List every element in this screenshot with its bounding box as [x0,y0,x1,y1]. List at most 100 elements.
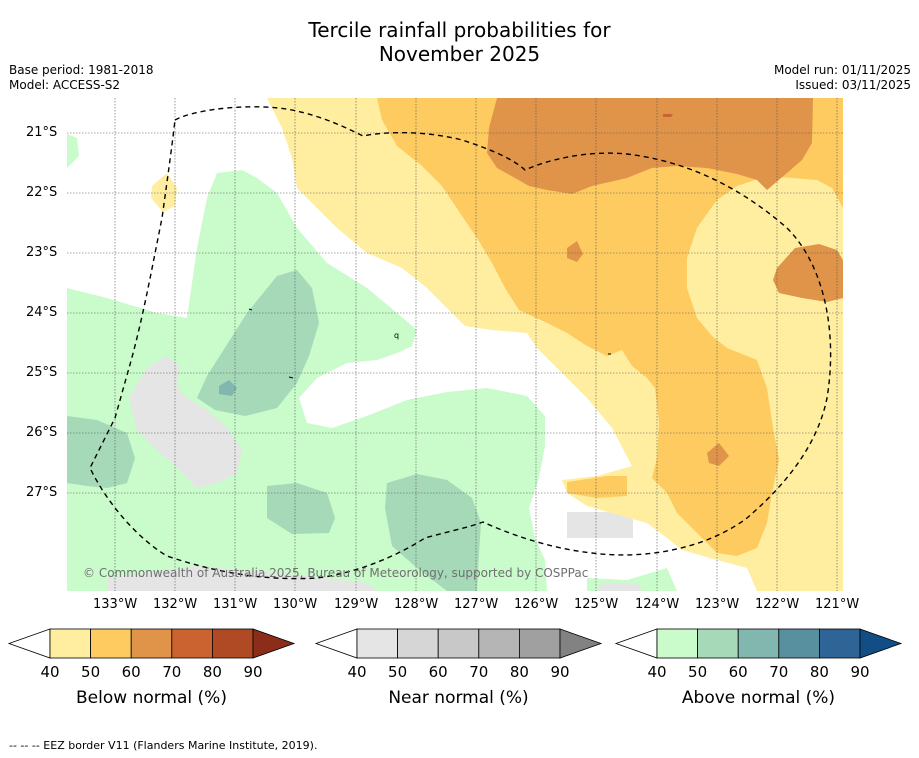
issued-date: Issued: 03/11/2025 [795,78,911,92]
lon-label: 129°W [334,597,379,612]
colorbar-segment [737,628,780,659]
contour-tick [288,376,294,379]
lon-label: 121°W [815,597,860,612]
colorbar-tick-label: 50 [688,663,707,681]
colorbar-title: Below normal (%) [76,688,227,708]
colorbar-segment [90,628,132,659]
lon-label: 132°W [153,597,198,612]
model-run: Model run: 01/11/2025 [773,63,911,77]
base-period: Base period: 1981-2018 [9,63,154,77]
colorbar-title: Above normal (%) [682,688,835,708]
meta-left: Base period: 1981-2018 Model: ACCESS-S2 [9,63,154,93]
colorbar-segment [130,628,173,659]
lon-label: 126°W [514,597,559,612]
lon-label: 133°W [93,597,138,612]
colorbar-tick-label: 60 [729,663,748,681]
colorbar-segment [819,628,861,659]
colorbar-tick-label: 90 [850,663,869,681]
contour-tick [248,308,253,311]
colorbar-segment [171,628,213,659]
rainfall-map: q © Commonwealth of Australia 2025, Bure… [67,98,843,591]
colorbar-segment [778,628,820,659]
lat-label: 21°S [26,125,58,140]
lat-label: 26°S [26,425,58,440]
below-normal-60-region [487,98,813,194]
above-normal-60-region [219,380,237,396]
colorbar-legend: 40 50 60 70 80 90 Below normal (%) 40 50 60 70 80 9… [7,628,903,708]
below-normal-70-region [663,114,673,117]
colorbar-segment [478,628,520,659]
near-normal-40-region [567,512,633,538]
colorbar-tick-label: 40 [40,663,59,681]
colorbar-tick-label: 80 [203,663,222,681]
colorbar-tick-label: 50 [81,663,100,681]
above-normal-50-region [385,474,481,591]
lon-label: 125°W [574,597,619,612]
colorbar-tick-label: 70 [469,663,488,681]
colorbar-above-normal: 40 50 60 70 80 90 Above normal (%) [614,628,903,708]
graticule [67,98,843,591]
above-normal-50-region [267,483,335,534]
eez-border [89,106,832,580]
colorbar-extend-max [559,628,603,659]
lon-label: 123°W [695,597,740,612]
near-normal-40-region [597,583,642,591]
colorbar-tick-label: 50 [388,663,407,681]
colorbar-segment [211,628,254,659]
lat-label: 22°S [26,185,58,200]
lat-label: 24°S [26,305,58,320]
below-normal-60-region [707,443,729,466]
lon-label: 130°W [273,597,318,612]
lon-label: 127°W [454,597,499,612]
title-line-1: Tercile rainfall probabilities for [308,18,611,42]
colorbar-segment [656,628,698,659]
lon-label: 124°W [635,597,680,612]
colorbar-title: Near normal (%) [388,688,528,708]
colorbar-tick-label: 70 [769,663,788,681]
lon-label: 122°W [755,597,800,612]
colorbar-tick-label: 40 [647,663,666,681]
colorbar-tick-label: 80 [810,663,829,681]
below-normal-50-region [567,476,627,498]
colorbar-segment [697,628,739,659]
colorbar-segment [519,628,561,659]
colorbar-segment [49,628,91,659]
colorbar-tick-label: 90 [550,663,569,681]
colorbar-tick-label: 90 [243,663,262,681]
near-normal-40-region [129,356,242,488]
colorbar-near-normal: 40 50 60 70 80 90 Near normal (%) [314,628,603,708]
colorbar-extend-max [252,628,296,659]
colorbar-tick-label: 70 [162,663,181,681]
above-normal-50-region [67,416,135,488]
colorbar-tick-label: 40 [347,663,366,681]
lon-label: 128°W [394,597,439,612]
lon-label: 131°W [213,597,258,612]
map-title: Tercile rainfall probabilities for Novem… [0,18,919,66]
colorbar-extend-min [614,628,658,659]
colorbar-tick-label: 60 [122,663,141,681]
colorbar-below-normal: 40 50 60 70 80 90 Below normal (%) [7,628,296,708]
colorbar-extend-max [859,628,903,659]
colorbar-extend-min [7,628,51,659]
below-normal-50-region [377,98,843,556]
lat-label: 23°S [26,245,58,260]
lat-label: 27°S [26,485,58,500]
copyright-notice: © Commonwealth of Australia 2025, Bureau… [83,566,588,580]
below-normal-60-region [773,244,843,302]
eez-footnote: -- -- -- EEZ border V11 (Flanders Marine… [9,739,318,752]
meta-right: Model run: 01/11/2025 Issued: 03/11/2025 [774,63,911,93]
below-normal-40-region [151,173,177,212]
contour-marker: q [394,331,399,340]
near-normal-40-region [107,566,377,591]
colorbar-segment [356,628,398,659]
model-name: Model: ACCESS-S2 [9,78,121,92]
colorbar-tick-label: 80 [510,663,529,681]
colorbar-extend-min [314,628,358,659]
colorbar-segment [437,628,480,659]
colorbar-tick-label: 60 [429,663,448,681]
colorbar-segment [397,628,439,659]
lat-label: 25°S [26,365,58,380]
above-normal-50-region [197,270,319,416]
title-line-2: November 2025 [378,42,541,66]
below-normal-60-region [567,241,583,262]
